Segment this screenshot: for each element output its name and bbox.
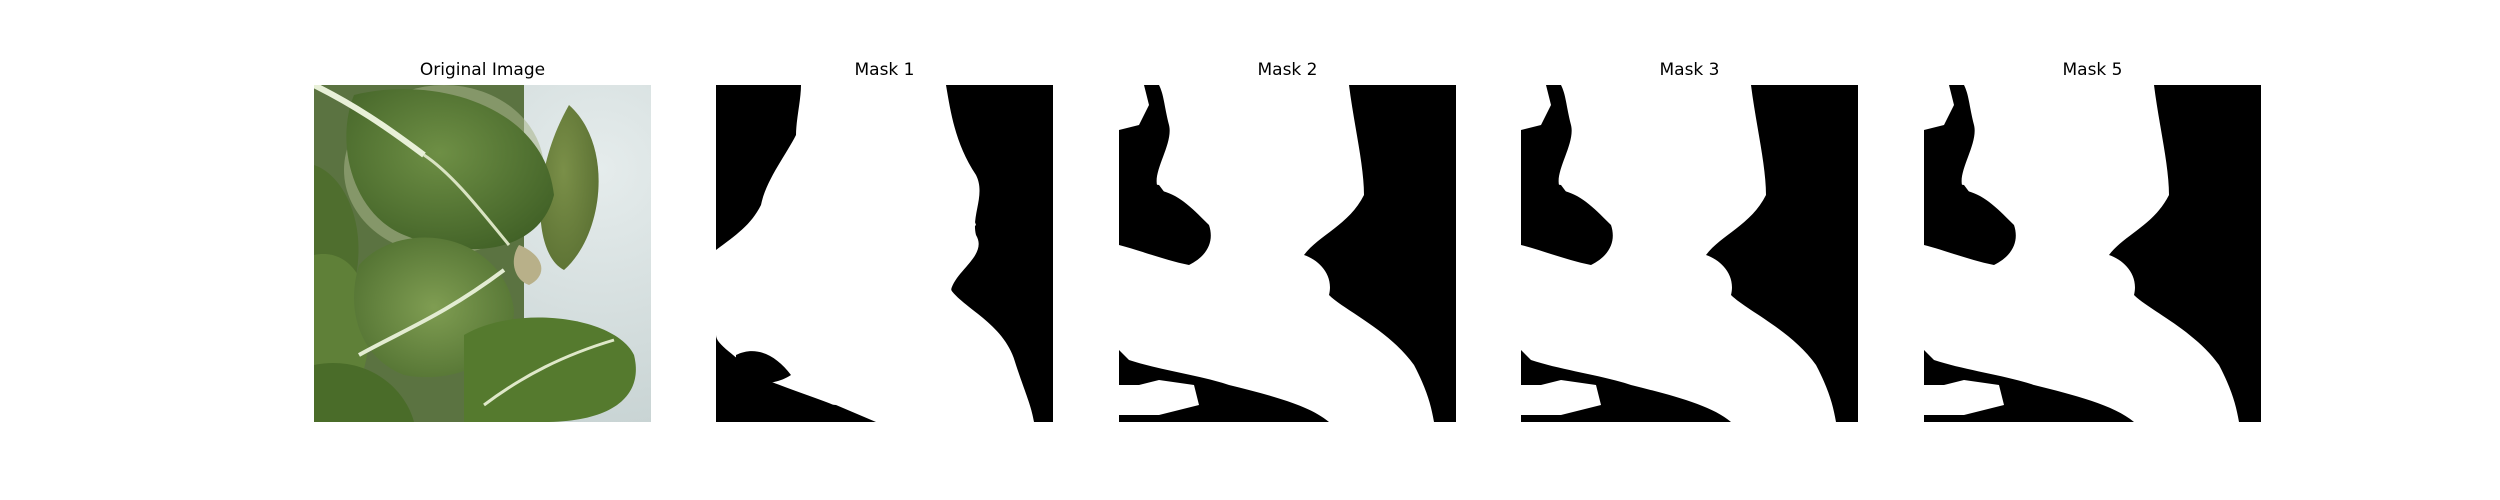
mask-image bbox=[716, 85, 1053, 422]
panel-title: Mask 3 bbox=[1659, 60, 1720, 80]
panel-title: Original Image bbox=[419, 60, 546, 80]
panel-original-image: Original Image bbox=[314, 60, 651, 430]
panel-mask-5: Mask 5 bbox=[1924, 60, 2261, 430]
panel-title: Mask 1 bbox=[854, 60, 915, 80]
panel-mask-2: Mask 2 bbox=[1119, 60, 1456, 430]
panel-title: Mask 2 bbox=[1257, 60, 1318, 80]
panel-title: Mask 5 bbox=[2062, 60, 2123, 80]
panel-mask-3: Mask 3 bbox=[1521, 60, 1858, 430]
mask-image bbox=[1924, 85, 2261, 422]
mask-image bbox=[1119, 85, 1456, 422]
mask-image bbox=[1521, 85, 1858, 422]
original-photo bbox=[314, 85, 651, 422]
panel-mask-1: Mask 1 bbox=[716, 60, 1053, 430]
